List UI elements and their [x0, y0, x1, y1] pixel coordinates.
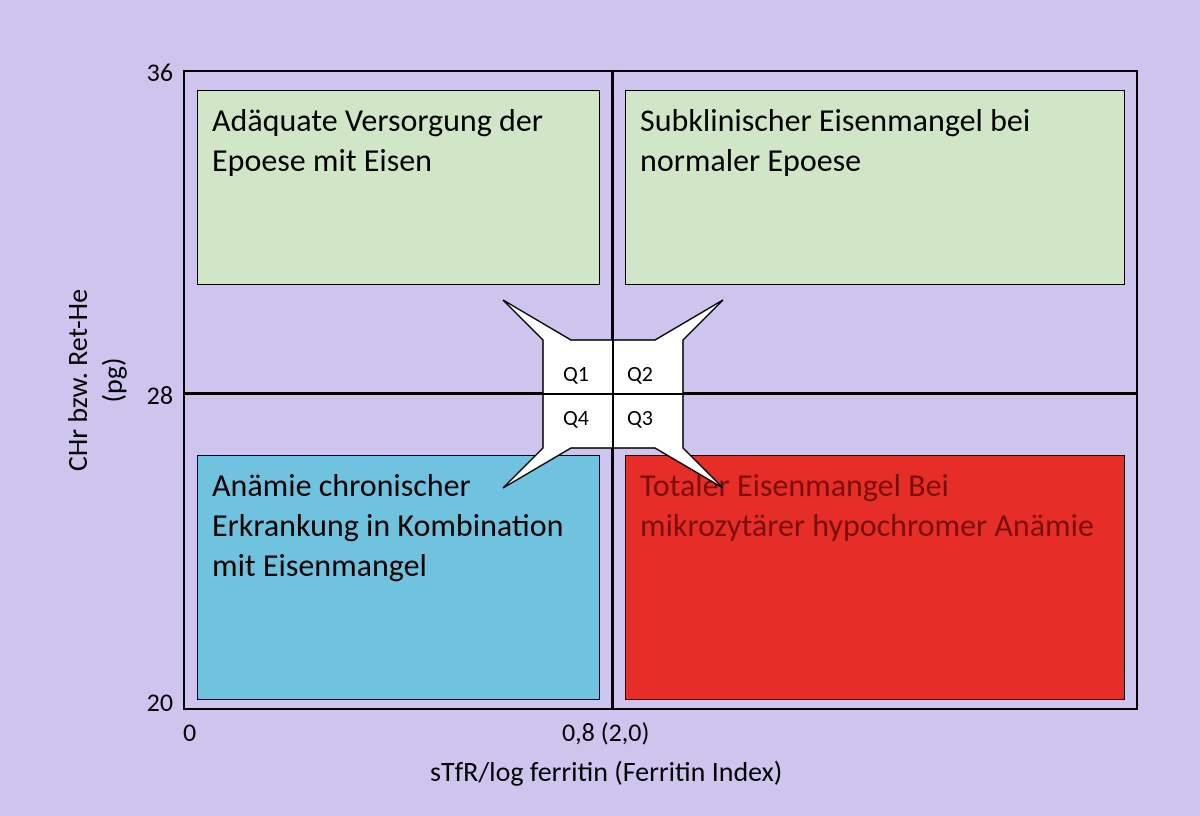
x-axis-label: sTfR/log ferritin (Ferritin Index)	[430, 754, 782, 789]
center-star-icon	[501, 298, 725, 490]
y-tick-28: 28	[147, 379, 173, 411]
quadrant-q1: Adäquate Versorgung der Epoese mit Eisen	[197, 90, 600, 285]
q3-label: Q3	[627, 404, 653, 431]
x-tick-mid: 0,8 (2,0)	[562, 716, 649, 748]
q1-label: Q1	[563, 360, 589, 387]
quadrant-q4: Anämie chronischer Erkrankung in Kombina…	[197, 455, 600, 700]
y-axis-label-line2: (pg)	[95, 220, 130, 540]
diagram-canvas: Adäquate Versorgung der Epoese mit Eisen…	[0, 0, 1200, 816]
y-axis-label: CHr bzw. Ret-He (pg)	[60, 220, 130, 540]
y-tick-20: 20	[147, 686, 173, 718]
q4-label: Q4	[563, 404, 589, 431]
quadrant-q3: Totaler Eisenmangel Bei mikrozytärer hyp…	[625, 455, 1125, 700]
y-axis-label-line1: CHr bzw. Ret-He	[60, 220, 95, 540]
quadrant-q2: Subklinischer Eisenmangel bei normaler E…	[625, 90, 1125, 285]
y-tick-36: 36	[147, 56, 173, 88]
q2-label: Q2	[627, 360, 653, 387]
x-tick-0: 0	[183, 716, 196, 748]
